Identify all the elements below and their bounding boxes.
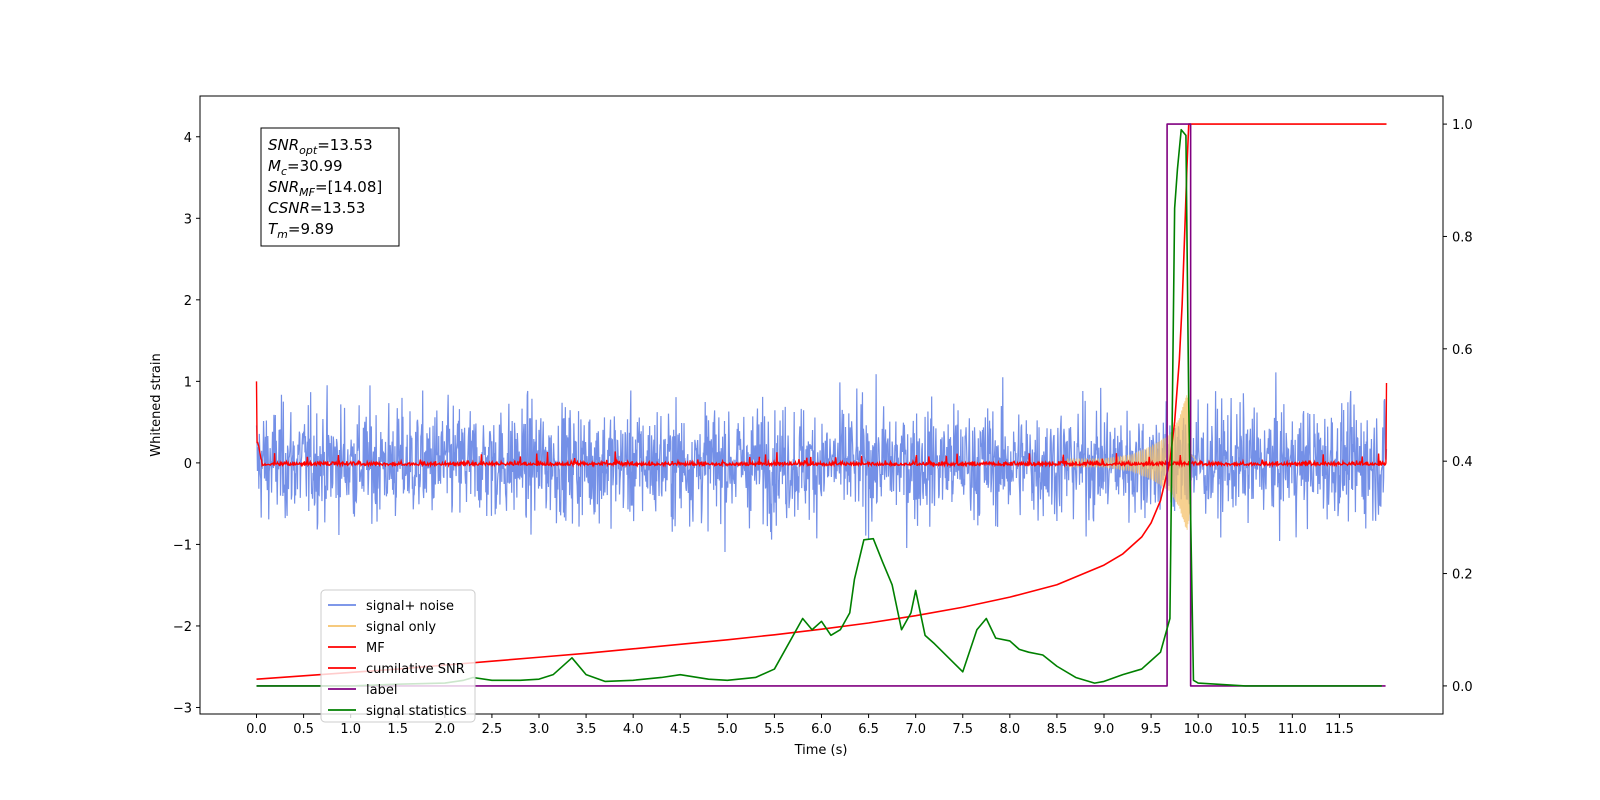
- legend-entry-label: signal only: [366, 620, 436, 635]
- y-axis-label: Whitened strain: [149, 353, 164, 456]
- x-tick-label: 8.0: [999, 722, 1020, 737]
- x-tick-label: 10.5: [1231, 722, 1260, 737]
- x-tick-label: 4.5: [670, 722, 691, 737]
- y-tick-label: −2: [173, 620, 192, 635]
- y-right-tick-label: 1.0: [1452, 118, 1473, 133]
- series-mf-line: [255, 381, 1388, 469]
- x-tick-label: 11.5: [1325, 722, 1354, 737]
- plot-series-layer: [255, 123, 1388, 687]
- y-tick-label: 2: [184, 294, 192, 309]
- x-tick-label: 6.5: [858, 722, 879, 737]
- x-tick-label: 0.0: [246, 722, 267, 737]
- annotation-line: Tm=9.89: [268, 220, 334, 241]
- series-signal-statistics-line: [256, 128, 1382, 687]
- axis-ticks: 0.0 0.5 1.0 1.5 2.0 2.5 3.0 3.5 4.0 4.5 5.0 5.5 6.0 6…: [173, 118, 1473, 737]
- series-signal-noise-line: [255, 372, 1388, 553]
- legend-entry-label: signal statistics: [366, 704, 467, 719]
- x-axis-label: Time (s): [794, 743, 848, 758]
- x-tick-label: 3.5: [576, 722, 597, 737]
- annotation-line: Mc=30.99: [268, 157, 343, 178]
- x-tick-label: 0.5: [293, 722, 314, 737]
- series-signal-only-line: [1065, 395, 1199, 530]
- y-right-tick-label: 0.2: [1452, 568, 1473, 583]
- series-cumulative-snr-line: [256, 123, 1387, 680]
- y-tick-label: −3: [173, 701, 192, 716]
- x-tick-label: 5.0: [717, 722, 738, 737]
- x-tick-label: 10.0: [1184, 722, 1213, 737]
- x-tick-label: 11.0: [1278, 722, 1307, 737]
- annotation-line: SNRMF=[14.08]: [268, 178, 382, 199]
- legend-frame: [320, 589, 476, 723]
- y-tick-label: 4: [184, 131, 192, 146]
- x-tick-label: 6.0: [811, 722, 832, 737]
- x-tick-label: 2.5: [482, 722, 503, 737]
- y-right-tick-label: 0.0: [1452, 680, 1473, 695]
- x-tick-label: 7.0: [905, 722, 926, 737]
- legend-entry-label: cumilative SNR: [366, 662, 465, 677]
- x-tick-label: 2.0: [434, 722, 455, 737]
- y-tick-label: −1: [173, 538, 192, 553]
- stats-annotation-box: SNRopt=13.53Mc=30.99SNRMF=[14.08]CSNR=13…: [260, 127, 400, 247]
- y-tick-label: 0: [184, 457, 192, 472]
- x-tick-label: 1.0: [340, 722, 361, 737]
- y-right-tick-label: 0.4: [1452, 455, 1473, 470]
- y-tick-label: 3: [184, 212, 192, 227]
- x-tick-label: 5.5: [764, 722, 785, 737]
- x-tick-label: 3.0: [529, 722, 550, 737]
- legend-entry-label: MF: [366, 641, 385, 656]
- y-right-tick-label: 0.6: [1452, 343, 1473, 358]
- legend: signal+ noise signal only MF cumilative SNR…: [320, 589, 476, 723]
- series-label-line: [256, 123, 1386, 687]
- x-tick-label: 8.5: [1047, 722, 1068, 737]
- annotation-frame: [260, 127, 400, 247]
- legend-entry-label: signal+ noise: [366, 599, 454, 614]
- x-tick-label: 7.5: [952, 722, 973, 737]
- x-tick-label: 9.5: [1141, 722, 1162, 737]
- x-tick-label: 9.0: [1094, 722, 1115, 737]
- y-right-tick-label: 0.8: [1452, 230, 1473, 245]
- x-tick-label: 4.0: [623, 722, 644, 737]
- annotation-line: CSNR=13.53: [268, 199, 365, 217]
- annotation-line: SNRopt=13.53: [268, 136, 373, 157]
- legend-entry-label: label: [366, 683, 397, 698]
- x-tick-label: 1.5: [387, 722, 408, 737]
- y-tick-label: 1: [184, 375, 192, 390]
